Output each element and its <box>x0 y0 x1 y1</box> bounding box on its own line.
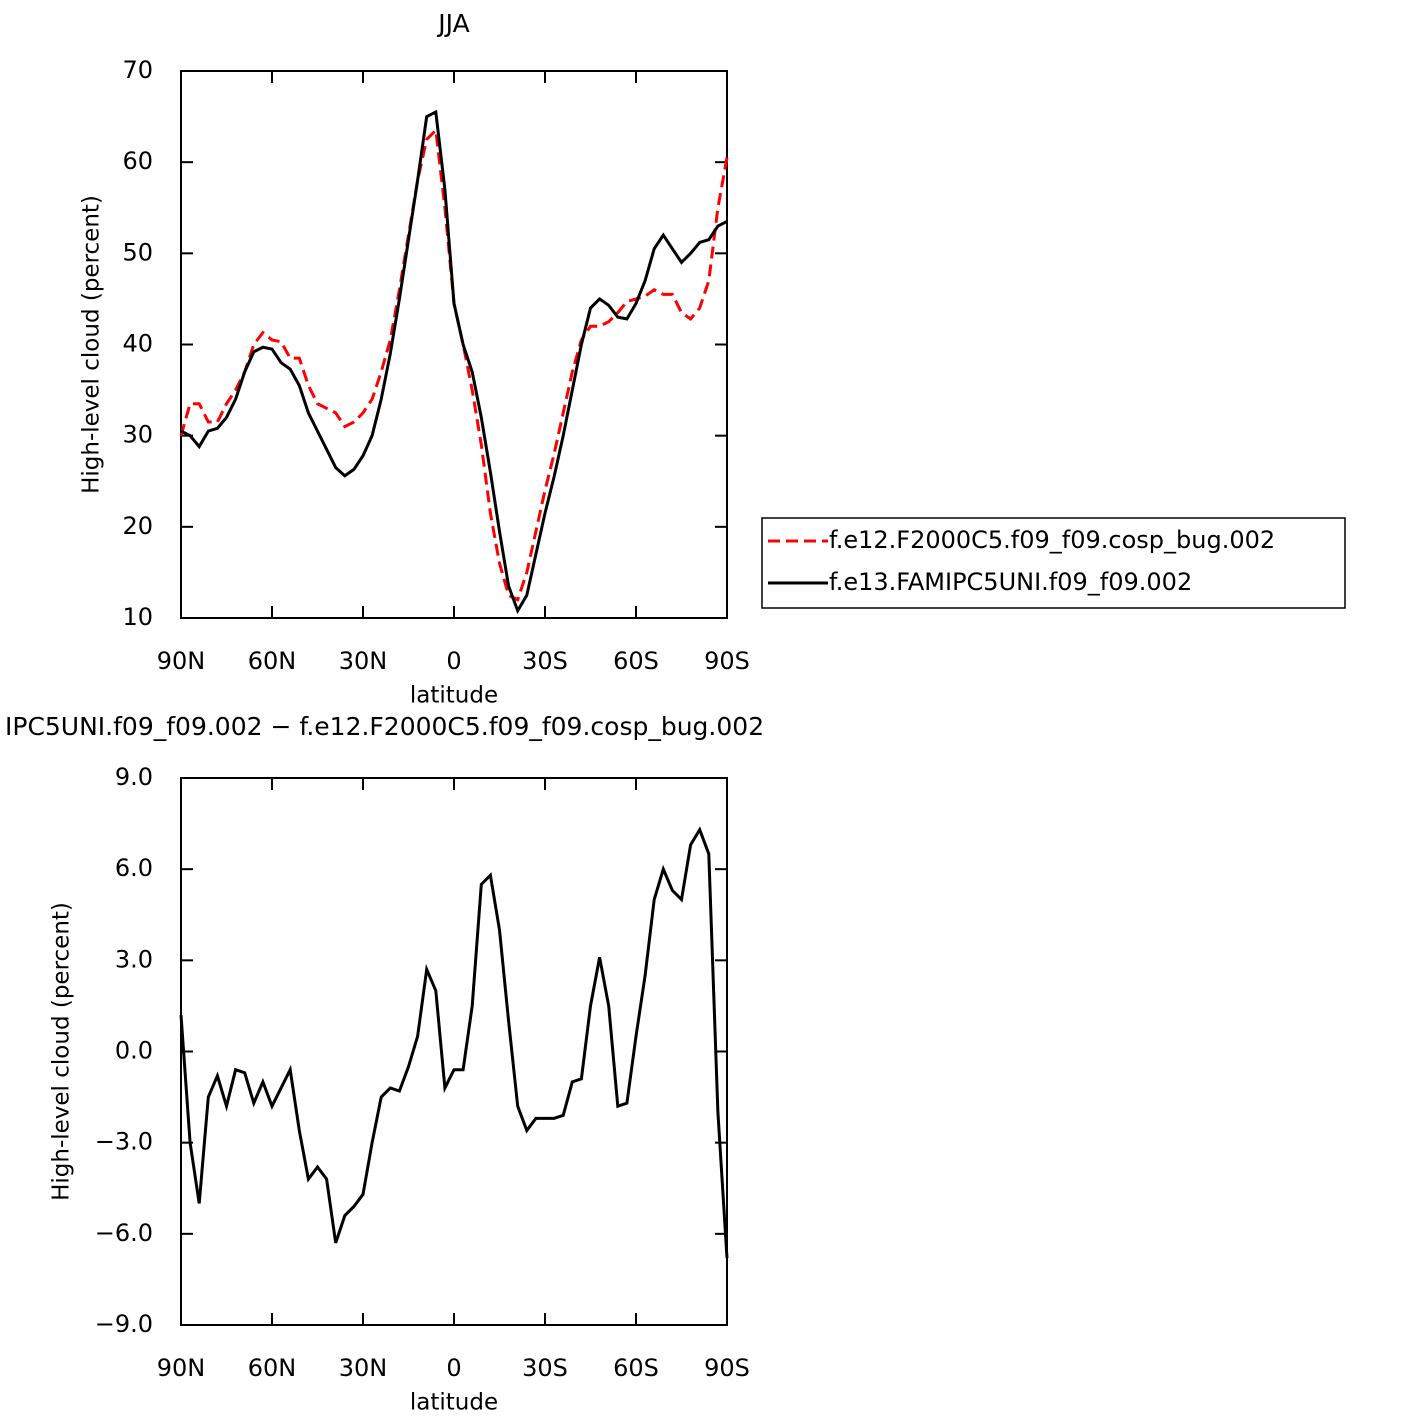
y-tick-label: −3.0 <box>95 1128 153 1156</box>
y-tick-label: 60 <box>122 147 153 175</box>
y-tick-label: 0.0 <box>115 1037 153 1065</box>
legend-box <box>761 517 1346 609</box>
chart-title: JJA <box>436 9 469 38</box>
x-tick-label: 30N <box>339 1354 388 1382</box>
x-tick-label: 30S <box>522 1354 568 1382</box>
y-tick-label: 3.0 <box>115 945 153 973</box>
x-tick-label: 60S <box>613 647 659 675</box>
x-tick-label: 60N <box>248 647 297 675</box>
y-tick-label: 20 <box>122 512 153 540</box>
x-tick-label: 90S <box>704 647 750 675</box>
data-line <box>179 127 729 602</box>
x-tick-label: 90S <box>704 1354 750 1382</box>
y-axis-label: High-level cloud (percent) <box>79 195 105 494</box>
y-tick-label: 70 <box>122 56 153 84</box>
data-line <box>180 109 728 615</box>
x-tick-label: 30N <box>339 647 388 675</box>
x-axis-label: latitude <box>410 683 498 709</box>
y-tick-label: −9.0 <box>95 1310 153 1338</box>
plot-frame <box>180 70 728 619</box>
y-tick-label: 6.0 <box>115 854 153 882</box>
x-tick-label: 60N <box>248 1354 297 1382</box>
y-tick-label: 9.0 <box>115 763 153 791</box>
y-tick-label: 40 <box>122 330 153 358</box>
x-tick-label: 90N <box>157 1354 206 1382</box>
x-axis-label: latitude <box>410 1390 498 1416</box>
chart-title: IPC5UNI.f09_f09.002 − f.e12.F2000C5.f09_… <box>5 712 764 741</box>
y-tick-label: 30 <box>122 421 153 449</box>
x-tick-label: 30S <box>522 647 568 675</box>
y-tick-label: −6.0 <box>95 1219 153 1247</box>
y-tick-label: 50 <box>122 238 153 266</box>
x-tick-label: 90N <box>157 647 206 675</box>
x-tick-label: 0 <box>446 647 461 675</box>
legend-label: f.e13.FAMIPC5UNI.f09_f09.002 <box>829 568 1192 596</box>
y-axis-label: High-level cloud (percent) <box>49 902 75 1201</box>
x-tick-label: 0 <box>446 1354 461 1382</box>
data-line <box>179 826 729 1259</box>
plot-frame <box>180 777 728 1326</box>
x-tick-label: 60S <box>613 1354 659 1382</box>
y-tick-label: 10 <box>122 603 153 631</box>
legend-label: f.e12.F2000C5.f09_f09.cosp_bug.002 <box>829 526 1275 554</box>
